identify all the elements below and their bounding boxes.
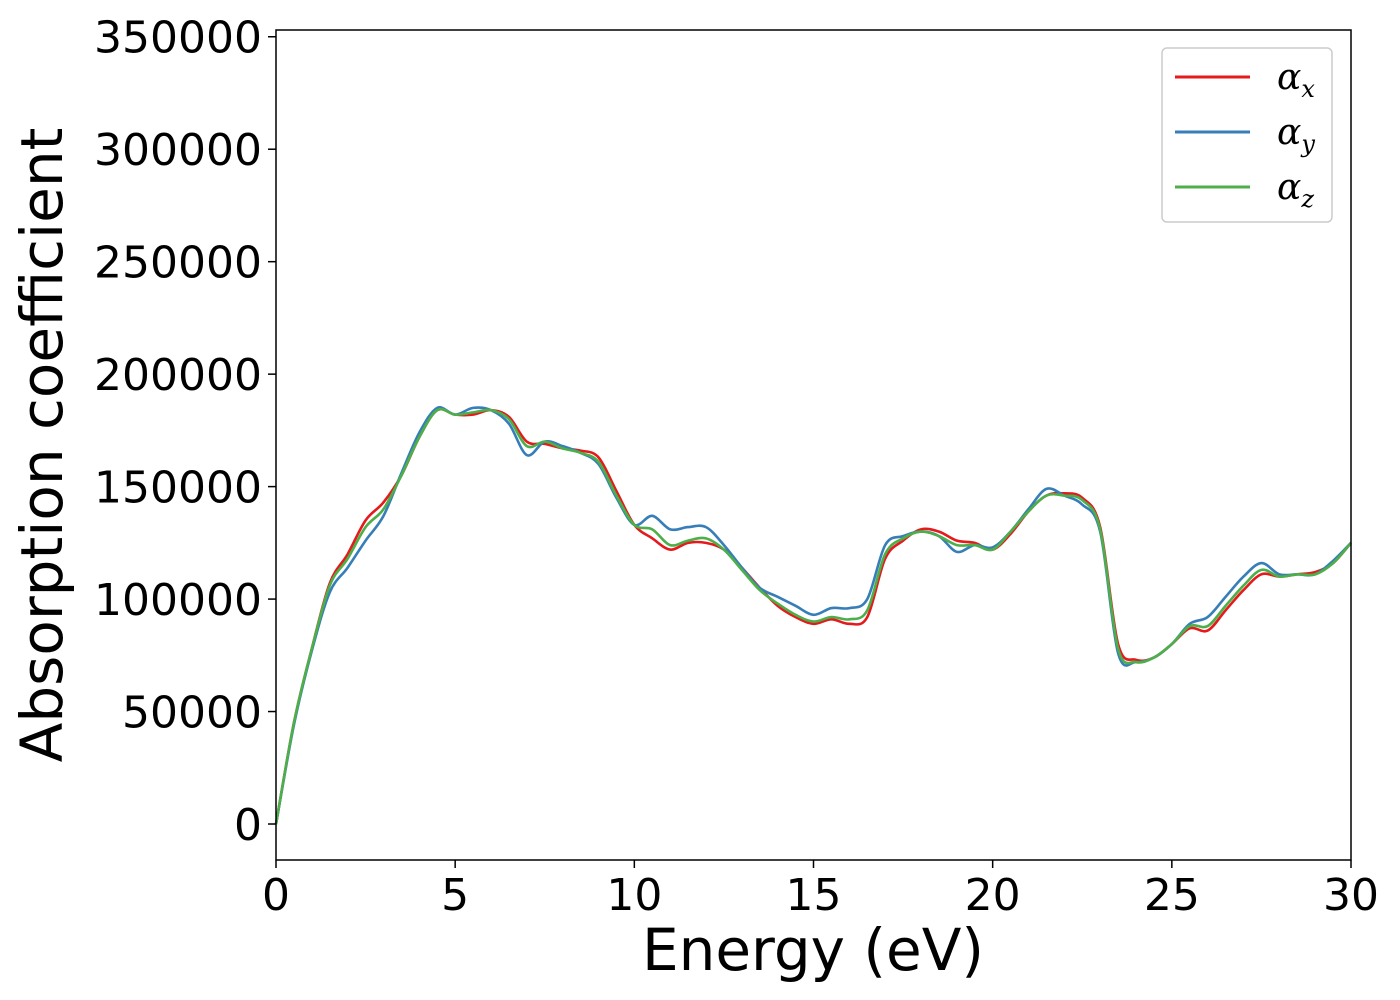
y-tick-label: 200000 bbox=[94, 350, 262, 401]
y-axis-label: Absorption coefficient bbox=[8, 128, 76, 763]
y-tick-label: 300000 bbox=[94, 125, 262, 176]
x-axis-label: Energy (eV) bbox=[642, 916, 984, 984]
y-tick-label: 350000 bbox=[94, 13, 262, 64]
series-line-x bbox=[274, 407, 1352, 825]
series-line-y bbox=[274, 406, 1352, 825]
x-tick-label: 15 bbox=[786, 870, 842, 921]
y-tick-label: 50000 bbox=[122, 688, 262, 739]
y-tick-label: 250000 bbox=[94, 238, 262, 289]
x-tick-label: 20 bbox=[965, 870, 1021, 921]
x-tick-label: 25 bbox=[1144, 870, 1200, 921]
y-tick-label: 0 bbox=[234, 800, 262, 851]
y-tick-label: 150000 bbox=[94, 463, 262, 514]
series-layer bbox=[274, 406, 1352, 825]
ticks-layer: 0 5 10 15 20 25 30 0 50000 100000 150000 200000 2500… bbox=[94, 13, 1379, 921]
x-tick-label: 5 bbox=[441, 870, 469, 921]
x-tick-label: 10 bbox=[606, 870, 662, 921]
series-line-z bbox=[274, 407, 1352, 825]
x-tick-label: 0 bbox=[262, 870, 290, 921]
legend-label-x: αx bbox=[1277, 57, 1315, 103]
legend-frame bbox=[1161, 47, 1333, 223]
x-tick-label: 30 bbox=[1323, 870, 1379, 921]
y-tick-label: 100000 bbox=[94, 575, 262, 626]
